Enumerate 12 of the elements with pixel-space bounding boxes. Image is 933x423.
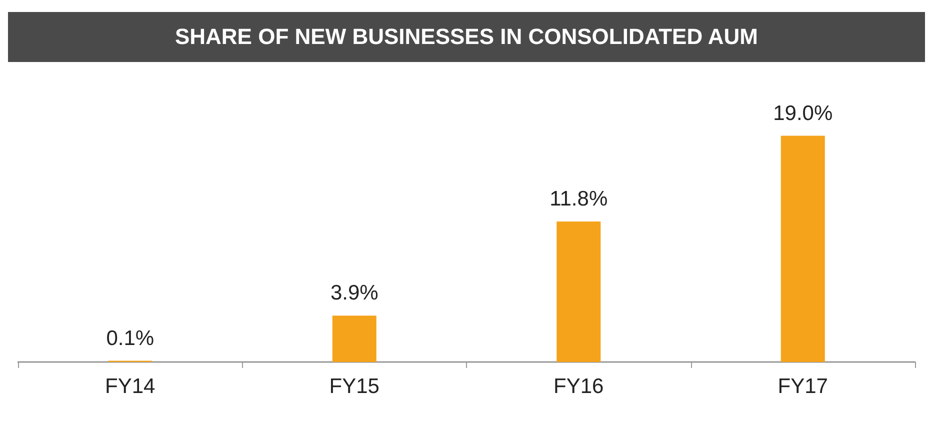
x-tick-label: FY17	[778, 375, 828, 398]
chart-title: SHARE OF NEW BUSINESSES IN CONSOLIDATED AUM	[8, 12, 925, 62]
data-label: 19.0%	[773, 102, 833, 125]
bar	[556, 222, 601, 362]
data-label: 3.9%	[330, 282, 378, 305]
bar	[780, 136, 825, 362]
bar	[332, 316, 376, 362]
x-tick-label: FY15	[329, 375, 380, 398]
data-label: 0.1%	[106, 326, 154, 350]
x-tick-label: FY16	[554, 375, 604, 398]
x-tick-label: FY14	[105, 375, 156, 398]
data-label: 11.8%	[550, 188, 608, 211]
